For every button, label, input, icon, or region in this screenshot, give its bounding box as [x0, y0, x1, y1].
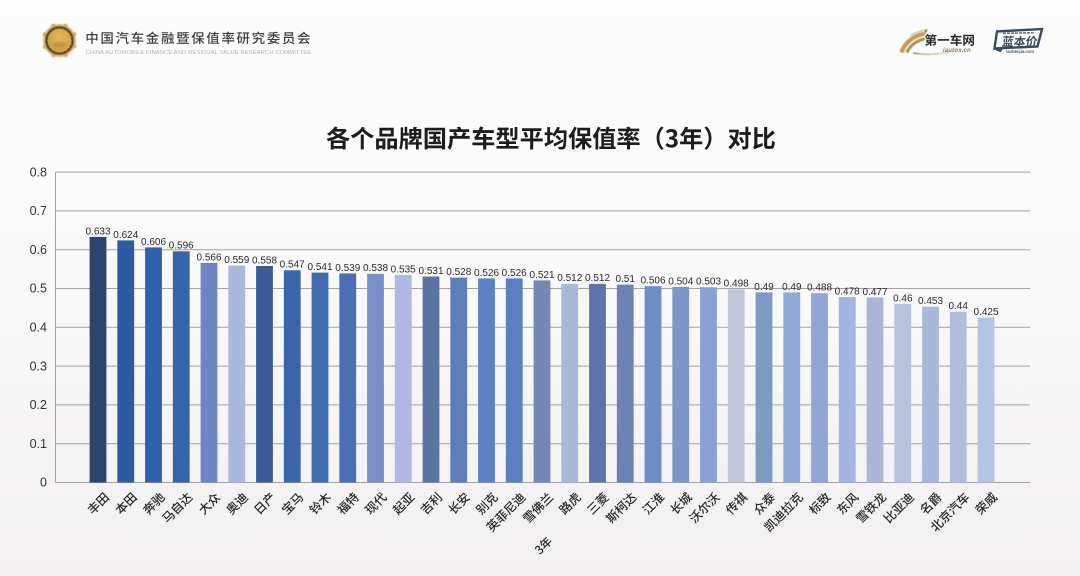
svg-text:0.44: 0.44 — [948, 301, 968, 312]
svg-text:0.498: 0.498 — [724, 279, 749, 290]
svg-text:CHINA AUTOMOBILE FINANCE AND R: CHINA AUTOMOBILE FINANCE AND RESIDUAL VA… — [86, 50, 312, 56]
svg-text:0.7: 0.7 — [30, 204, 47, 218]
svg-text:0.46: 0.46 — [893, 293, 913, 304]
svg-text:0.49: 0.49 — [782, 282, 802, 293]
svg-text:0.547: 0.547 — [280, 260, 305, 271]
svg-text:0.6: 0.6 — [30, 243, 47, 257]
svg-text:0.596: 0.596 — [169, 241, 194, 252]
svg-text:0.566: 0.566 — [196, 252, 221, 263]
svg-text:0.4: 0.4 — [30, 321, 47, 335]
svg-text:0.51: 0.51 — [615, 274, 635, 285]
svg-text:0.8: 0.8 — [30, 165, 47, 179]
svg-text:0.488: 0.488 — [807, 283, 832, 294]
svg-text:0.1: 0.1 — [30, 437, 47, 451]
svg-text:0.512: 0.512 — [557, 273, 582, 284]
svg-text:0.5: 0.5 — [30, 282, 47, 296]
svg-text:0.2: 0.2 — [30, 398, 47, 412]
svg-text:0.526: 0.526 — [474, 268, 499, 279]
svg-text:0.531: 0.531 — [418, 266, 443, 277]
svg-text:iautos.cn: iautos.cn — [943, 48, 971, 54]
svg-text:0.528: 0.528 — [446, 267, 471, 278]
svg-text:0.521: 0.521 — [529, 270, 554, 281]
svg-text:0.535: 0.535 — [391, 264, 416, 275]
svg-text:0.512: 0.512 — [585, 273, 610, 284]
svg-text:0.538: 0.538 — [363, 263, 388, 274]
svg-text:0.3: 0.3 — [30, 359, 47, 373]
svg-text:0.478: 0.478 — [835, 286, 860, 297]
svg-text:lanbenjia.com: lanbenjia.com — [1006, 49, 1034, 54]
svg-text:0.453: 0.453 — [918, 296, 943, 307]
svg-text:0.633: 0.633 — [85, 226, 110, 237]
svg-text:0.49: 0.49 — [754, 282, 774, 293]
svg-text:0.541: 0.541 — [307, 262, 332, 273]
svg-text:0.526: 0.526 — [502, 268, 527, 279]
svg-text:0.606: 0.606 — [141, 237, 166, 248]
svg-text:0.559: 0.559 — [224, 255, 249, 266]
svg-text:0.504: 0.504 — [668, 276, 693, 287]
svg-text:0.539: 0.539 — [335, 263, 360, 274]
svg-text:0.624: 0.624 — [113, 230, 138, 241]
svg-text:0.506: 0.506 — [640, 276, 665, 287]
svg-text:0.425: 0.425 — [973, 307, 998, 318]
svg-text:0.558: 0.558 — [252, 255, 277, 266]
svg-text:0: 0 — [40, 476, 47, 490]
svg-text:0.503: 0.503 — [696, 277, 721, 288]
svg-text:0.477: 0.477 — [862, 287, 887, 298]
